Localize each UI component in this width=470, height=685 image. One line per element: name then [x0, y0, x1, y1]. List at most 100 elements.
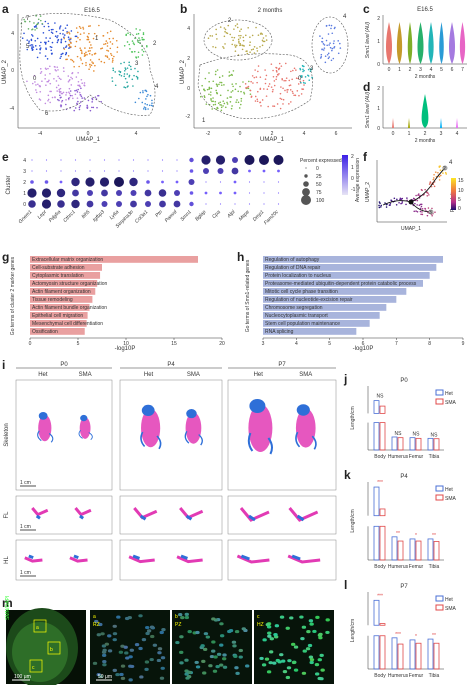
umap-a-point	[34, 39, 37, 42]
m-cell	[208, 664, 213, 668]
m-cell	[202, 671, 207, 675]
umap-b-point	[212, 46, 214, 48]
umap-a-point	[145, 98, 147, 100]
umap-a-point	[136, 76, 139, 79]
i-skeleton-skull	[80, 414, 88, 422]
e-dot	[219, 191, 222, 195]
length-legend-label: SMA	[445, 606, 457, 612]
umap-a-point	[62, 91, 65, 94]
umap-a-point	[59, 32, 62, 35]
umap-a-point	[79, 38, 81, 41]
length-category: Humerus	[388, 564, 409, 570]
umap-b-point	[293, 94, 295, 97]
e-dot	[188, 179, 195, 185]
umap-b-point	[214, 46, 217, 49]
umap-a-point	[124, 69, 126, 72]
m-cell	[234, 666, 239, 670]
umap-b-point	[215, 28, 217, 31]
umap-a-point	[70, 37, 72, 40]
e-dot	[41, 199, 52, 209]
f-point	[431, 207, 433, 210]
e-size-legend-dot	[301, 195, 311, 205]
m-zoom-panel	[90, 610, 170, 684]
m-cell	[129, 664, 135, 669]
umap-b-point	[326, 44, 328, 47]
umap-a-point	[33, 74, 36, 77]
umap-b-point	[241, 48, 244, 51]
length-legend-label: SMA	[445, 400, 457, 406]
umap-a-point	[68, 38, 70, 40]
umap-a-point	[60, 41, 62, 43]
m-cell	[98, 674, 103, 679]
i-genotype-label: SMA	[299, 372, 312, 378]
umap-b-point	[228, 71, 231, 73]
a-ytick-2: -4	[10, 106, 15, 112]
umap-a-point	[89, 63, 91, 66]
umap-a-point	[68, 79, 71, 82]
umap-b-point	[246, 52, 249, 55]
umap-a-point	[100, 100, 102, 103]
umap-a-point	[44, 78, 46, 80]
m-zoom-letter: b	[175, 614, 178, 620]
m-cell	[102, 663, 107, 667]
m-cell	[211, 649, 216, 653]
e-dot	[31, 159, 33, 161]
e-color-legend-1: 1	[351, 165, 354, 171]
m-cell	[279, 615, 285, 619]
umap-a-point	[112, 69, 115, 72]
umap-b-point	[222, 100, 225, 102]
umap-a-point	[118, 70, 120, 72]
d-xticks: 0 1 2 3 4	[392, 131, 459, 137]
f-node-2: 2	[443, 166, 446, 172]
umap-a-point	[70, 76, 72, 79]
length-chart-ylabel: Length/cm	[350, 619, 356, 642]
i-hindlimb-frame	[119, 539, 223, 581]
umap-a-point	[36, 56, 39, 59]
umap-a-point	[79, 85, 81, 88]
umap-b-point	[307, 75, 310, 77]
umap-a-point	[78, 108, 81, 111]
umap-a-point	[79, 57, 82, 59]
p0-length-chart: P0 Length/cm Het SMA NS Body NS Humerus NS Femur N…	[350, 378, 457, 460]
umap-b-point	[284, 62, 287, 65]
f-points	[378, 165, 448, 217]
length-legend-swatch	[435, 604, 444, 611]
umap-a-point	[111, 80, 114, 82]
i-skeleton-skull	[38, 412, 48, 420]
umap-b-point	[282, 103, 284, 105]
go-bar	[263, 264, 437, 271]
i-skeleton-skull	[296, 404, 310, 416]
umap-a-point	[78, 25, 81, 28]
umap-b-point	[238, 34, 240, 37]
umap-a-point	[47, 80, 50, 83]
f-point	[400, 202, 402, 205]
m-cell	[301, 625, 307, 629]
umap-a-point	[65, 45, 68, 47]
umap-a-point	[89, 25, 91, 27]
umap-a-point	[28, 42, 30, 44]
b-xtick-3: 4	[303, 131, 306, 137]
umap-a-point	[135, 33, 138, 35]
umap-a-point	[137, 41, 140, 44]
umap-a-point	[49, 37, 51, 39]
umap-a-point	[88, 25, 90, 28]
umap-a-point	[31, 44, 34, 46]
umap-b-point	[250, 80, 252, 83]
umap-b-point	[310, 68, 312, 70]
length-bar-lower	[379, 525, 386, 561]
umap-a-point	[71, 77, 74, 80]
f-point	[415, 210, 417, 212]
umap-b-point	[254, 95, 257, 98]
umap-b-point	[224, 106, 227, 109]
m-cell	[219, 634, 225, 638]
umap-b-point	[296, 90, 299, 92]
umap-b-point	[326, 53, 329, 56]
umap-a-point	[129, 33, 132, 36]
length-category: Tibia	[429, 564, 440, 570]
umap-a-point	[127, 32, 129, 34]
length-bar	[379, 405, 386, 414]
m-cell	[268, 661, 273, 665]
d-violin	[440, 118, 442, 128]
umap-b-point	[260, 105, 262, 107]
umap-a-point	[81, 51, 83, 53]
